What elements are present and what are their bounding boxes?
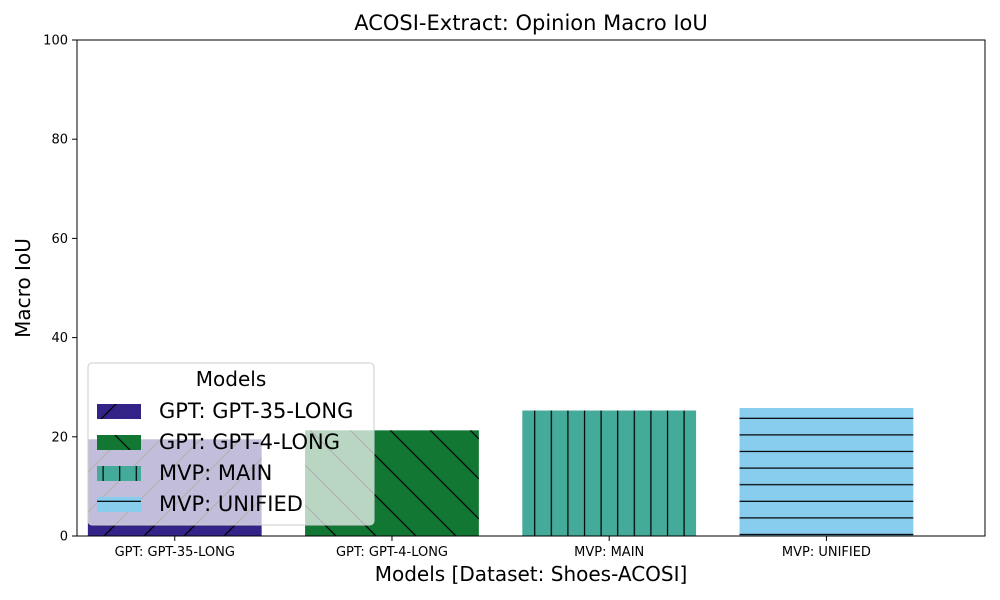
plot-frame	[76, 39, 986, 537]
x-axis-label: Models [Dataset: Shoes-ACOSI]	[375, 562, 688, 586]
y-axis-label: Macro IoU	[11, 238, 35, 338]
legend-swatch-hatch-2	[97, 435, 141, 450]
x-tick-label: MVP: MAIN	[574, 545, 644, 560]
x-tick-label: GPT: GPT-35-LONG	[115, 545, 235, 560]
legend-swatch-hatch-1	[97, 404, 141, 419]
x-tick-label: GPT: GPT-4-LONG	[336, 545, 448, 560]
legend-title: Models	[196, 367, 266, 391]
legend-swatch-hatch-3	[97, 466, 141, 481]
bar-hatch-4	[739, 408, 914, 536]
legend-box	[87, 362, 375, 526]
chart-title: ACOSI-Extract: Opinion Macro IoU	[354, 11, 708, 35]
legend-swatch-hatch-4	[97, 497, 141, 512]
legend-label-2: GPT: GPT-4-LONG	[159, 430, 340, 454]
y-tick-label: 100	[43, 34, 68, 49]
x-axis-ticks: GPT: GPT-35-LONG GPT: GPT-4-LONG MVP: MAIN…	[115, 536, 871, 560]
y-tick-label: 40	[51, 331, 68, 346]
legend-label-3: MVP: MAIN	[159, 461, 272, 485]
y-tick-label: 20	[51, 430, 68, 445]
x-tick-label: MVP: UNIFIED	[782, 545, 871, 560]
legend-label-1: GPT: GPT-35-LONG	[159, 399, 353, 423]
legend-label-4: MVP: UNIFIED	[159, 492, 303, 516]
legend: Models GPT: GPT-35-LONG GPT: GPT-4-LONG MV…	[87, 362, 375, 526]
y-axis-ticks: 0 20 40 60 80 100	[43, 34, 77, 545]
y-tick-label: 60	[51, 232, 68, 247]
bar-hatch-3	[522, 410, 697, 536]
y-tick-label: 80	[51, 133, 68, 148]
y-tick-label: 0	[60, 530, 68, 545]
